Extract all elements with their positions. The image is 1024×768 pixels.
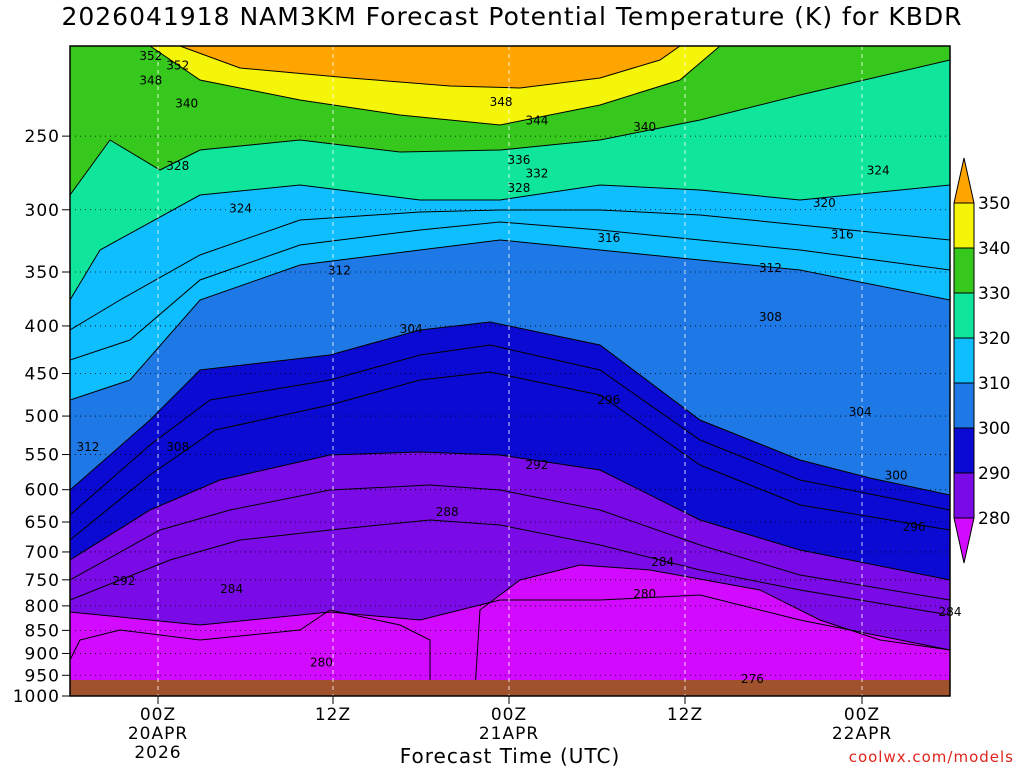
y-tick-label: 700 xyxy=(25,543,60,563)
contour-label: 340 xyxy=(633,120,656,134)
colorbar-bottom-arrow xyxy=(953,517,975,564)
contour-label: 324 xyxy=(229,201,252,215)
y-tick-label: 250 xyxy=(25,127,60,147)
colorbar-label: 300 xyxy=(978,419,1010,439)
contour-label: 304 xyxy=(849,405,872,419)
y-tick-label: 650 xyxy=(25,513,60,533)
y-tick-label: 550 xyxy=(25,446,60,466)
colorbar-segment xyxy=(953,337,975,384)
contour-label: 284 xyxy=(651,555,674,569)
colorbar-top-arrow xyxy=(953,157,975,204)
y-tick-label: 800 xyxy=(25,597,60,617)
x-tick-label: 2026 xyxy=(134,743,181,763)
y-tick-label: 750 xyxy=(25,571,60,591)
y-tick-label: 500 xyxy=(25,407,60,427)
colorbar-label: 290 xyxy=(978,464,1010,484)
contour-label: 348 xyxy=(490,95,513,109)
contour-label: 332 xyxy=(525,167,548,181)
colorbar: 350 340 330 320 310 300 290 280 xyxy=(953,157,1010,564)
y-tick-label: 1000 xyxy=(13,687,60,707)
y-ticks: 250 300 350 400 450 500 550 600 650 700 750 800 850 9… xyxy=(13,127,70,707)
contour-label: 300 xyxy=(885,468,908,482)
ground xyxy=(70,680,950,696)
contour-label: 284 xyxy=(939,605,962,619)
contour-label: 352 xyxy=(166,59,189,73)
x-tick-label: 20APR xyxy=(128,724,188,744)
band-350 xyxy=(180,46,680,88)
contour-label: 280 xyxy=(633,587,656,601)
contour-label: 304 xyxy=(400,322,423,336)
contour-label: 316 xyxy=(597,231,620,245)
y-tick-label: 600 xyxy=(25,481,60,501)
contour-label: 284 xyxy=(220,582,243,596)
contour-lines xyxy=(70,46,950,691)
plot-field xyxy=(70,46,950,696)
y-tick-label: 900 xyxy=(25,644,60,664)
x-axis-label: Forecast Time (UTC) xyxy=(399,744,621,768)
colorbar-label: 320 xyxy=(978,329,1010,349)
grid xyxy=(70,46,950,696)
contour-label: 348 xyxy=(139,73,162,87)
contour-label: 312 xyxy=(77,440,100,454)
colorbar-segment xyxy=(953,292,975,339)
contour-label: 336 xyxy=(508,153,531,167)
contour-label: 316 xyxy=(831,227,854,241)
y-tick-label: 400 xyxy=(25,317,60,337)
contour-label: 296 xyxy=(903,520,926,534)
y-tick-label: 850 xyxy=(25,621,60,641)
contour-label: 292 xyxy=(525,458,548,472)
contour-label: 296 xyxy=(597,393,620,407)
contour-label: 344 xyxy=(525,114,548,128)
contour-label: 292 xyxy=(112,574,135,588)
x-tick-label: 12Z xyxy=(667,705,703,725)
x-tick-label: 00Z xyxy=(140,705,176,725)
colorbar-segment xyxy=(953,427,975,474)
colorbar-label: 350 xyxy=(978,194,1010,214)
colorbar-segment xyxy=(953,247,975,294)
contour-label: 276 xyxy=(741,672,764,686)
colorbar-label: 330 xyxy=(978,284,1010,304)
contour-label: 288 xyxy=(436,505,459,519)
plot-frame xyxy=(69,45,951,697)
contour-label: 340 xyxy=(175,97,198,111)
x-tick-label: 00Z xyxy=(491,705,527,725)
colorbar-label: 310 xyxy=(978,374,1010,394)
contour-label: 324 xyxy=(867,164,890,178)
contour-label: 280 xyxy=(310,656,333,670)
contour-label: 320 xyxy=(813,196,836,210)
contour-label: 328 xyxy=(166,159,189,173)
colorbar-label: 340 xyxy=(978,239,1010,259)
contour-label: 312 xyxy=(328,263,351,277)
y-tick-label: 450 xyxy=(25,365,60,385)
y-tick-label: 950 xyxy=(25,666,60,686)
colorbar-segment xyxy=(953,472,975,519)
chart-title: 2026041918 NAM3KM Forecast Potential Tem… xyxy=(61,2,963,31)
contour-labels: 352 352 348 340 328 324 312 304 308 312 292 284 288 2… xyxy=(77,49,962,686)
colorbar-label: 280 xyxy=(978,509,1010,529)
x-tick-label: 21APR xyxy=(479,724,539,744)
y-tick-label: 350 xyxy=(25,263,60,283)
watermark: coolwx.com/models xyxy=(848,748,1014,766)
x-tick-label: 22APR xyxy=(832,724,892,744)
x-tick-label: 00Z xyxy=(844,705,880,725)
contour-label: 308 xyxy=(166,440,189,454)
contour-label: 352 xyxy=(139,49,162,63)
contour-label: 308 xyxy=(759,310,782,324)
y-tick-label: 300 xyxy=(25,201,60,221)
colorbar-segment xyxy=(953,202,975,249)
x-tick-label: 12Z xyxy=(315,705,351,725)
contour-label: 312 xyxy=(759,261,782,275)
colorbar-segment xyxy=(953,382,975,429)
pool-b xyxy=(475,565,950,690)
contour-label: 328 xyxy=(508,181,531,195)
